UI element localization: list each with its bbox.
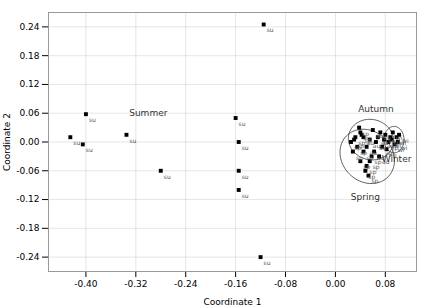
svg-text:sp: sp bbox=[358, 139, 365, 147]
svg-text:sp: sp bbox=[369, 167, 377, 175]
svg-text:au: au bbox=[372, 141, 381, 149]
svg-text:-0.32: -0.32 bbox=[124, 279, 147, 289]
svg-text:su: su bbox=[239, 120, 246, 127]
svg-text:Winter: Winter bbox=[382, 154, 412, 164]
svg-text:sp: sp bbox=[371, 177, 378, 185]
svg-text:wi: wi bbox=[395, 134, 403, 142]
svg-text:sp: sp bbox=[356, 154, 363, 162]
svg-text:0.08: 0.08 bbox=[375, 279, 395, 289]
svg-text:sp: sp bbox=[365, 137, 372, 145]
svg-text:Coordinate 1: Coordinate 1 bbox=[204, 297, 262, 307]
svg-text:Autumn: Autumn bbox=[358, 104, 394, 114]
svg-text:su: su bbox=[164, 173, 171, 180]
svg-text:su: su bbox=[242, 192, 249, 199]
svg-text:0.24: 0.24 bbox=[19, 22, 39, 32]
svg-text:su: su bbox=[73, 139, 80, 146]
svg-text:wi: wi bbox=[401, 144, 408, 151]
svg-text:su: su bbox=[129, 137, 136, 144]
svg-text:sp: sp bbox=[366, 154, 373, 162]
svg-text:-0.12: -0.12 bbox=[16, 194, 39, 204]
svg-text:su: su bbox=[86, 146, 93, 153]
svg-text:0.00: 0.00 bbox=[19, 137, 39, 147]
svg-text:su: su bbox=[267, 26, 274, 33]
svg-text:su: su bbox=[264, 259, 271, 266]
svg-text:su: su bbox=[89, 116, 96, 123]
svg-text:wi: wi bbox=[402, 137, 409, 144]
svg-text:0.18: 0.18 bbox=[19, 51, 39, 61]
svg-text:-0.40: -0.40 bbox=[74, 279, 98, 289]
svg-text:0.00: 0.00 bbox=[325, 279, 345, 289]
svg-text:Spring: Spring bbox=[351, 192, 380, 202]
svg-text:sp: sp bbox=[375, 158, 382, 166]
svg-text:-0.18: -0.18 bbox=[16, 223, 40, 233]
svg-text:su: su bbox=[242, 173, 249, 180]
svg-text:au: au bbox=[375, 131, 384, 139]
svg-text:-0.24: -0.24 bbox=[174, 279, 198, 289]
svg-text:au: au bbox=[369, 148, 378, 156]
svg-text:Coordinate 2: Coordinate 2 bbox=[2, 113, 12, 171]
svg-text:-0.24: -0.24 bbox=[16, 252, 40, 262]
svg-text:Summer: Summer bbox=[129, 108, 167, 118]
svg-text:-0.16: -0.16 bbox=[224, 279, 248, 289]
svg-text:au: au bbox=[383, 134, 391, 142]
svg-text:sp: sp bbox=[363, 163, 371, 171]
svg-text:-0.06: -0.06 bbox=[16, 166, 40, 176]
svg-text:sp: sp bbox=[388, 136, 396, 144]
svg-text:0.12: 0.12 bbox=[19, 79, 39, 89]
svg-text:0.06: 0.06 bbox=[19, 108, 39, 118]
svg-text:su: su bbox=[242, 144, 249, 151]
svg-text:-0.08: -0.08 bbox=[274, 279, 298, 289]
svg-text:sp: sp bbox=[362, 129, 370, 137]
